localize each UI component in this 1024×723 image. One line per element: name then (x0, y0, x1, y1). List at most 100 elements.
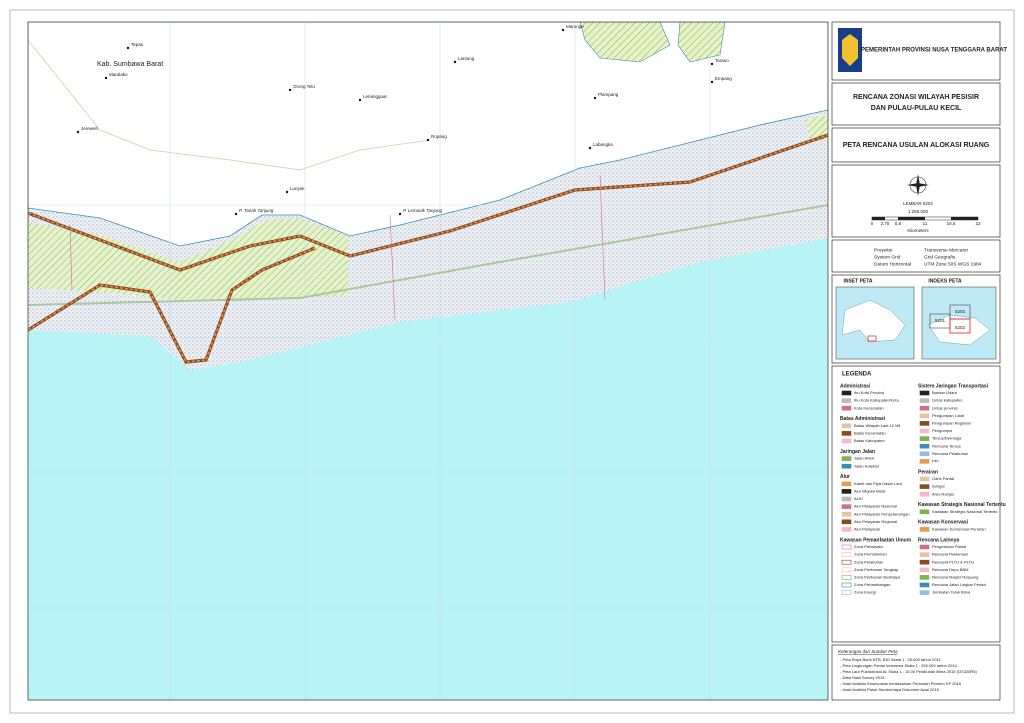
legend-item: Alur Pelayaran Regional (854, 519, 897, 524)
legend-item: Tersus/Dermaga (932, 436, 962, 441)
legend-item: Kawasan Strategis Nasional Tertentu (932, 509, 998, 514)
scale-tick-label: 11 (923, 221, 928, 226)
legend-item: Rencana Reklamasi (932, 552, 968, 557)
legend-swatch (919, 428, 930, 434)
place-label: Empang (715, 76, 732, 81)
legend-group: Sistem Jaringan Transportasi (918, 383, 989, 389)
notes-box (831, 644, 1001, 701)
place-dot (358, 98, 362, 102)
place-dot (288, 88, 292, 92)
legend-item: Ibu Kota Provinsi (854, 390, 884, 395)
legend-item: Pengeboran Pantai (932, 544, 966, 549)
map-title-box (831, 127, 1001, 163)
legend-item: Ibu Kota Kabupaten/Kota (854, 398, 899, 403)
place-label: Orong Telu (293, 84, 315, 89)
place-label: Maronge (566, 24, 584, 29)
sheet-label: 5202 (955, 325, 966, 330)
place-label: Lantung (458, 56, 475, 61)
scale-segment (872, 217, 885, 220)
legend-item: Bandar Udara (932, 390, 958, 395)
legend-swatch (919, 436, 930, 441)
legend-swatch (841, 527, 852, 532)
legend-swatch (841, 481, 852, 487)
legend-item: Kawasan Konservasi Perairan (932, 526, 986, 531)
legend-item: PPI (932, 458, 938, 463)
sheet-label: 5203 (955, 309, 966, 314)
agency: PEMERINTAH PROVINSI NUSA TENGGARA BARAT (861, 48, 1007, 54)
notes-title: Keterangan dan Sumber Peta (838, 649, 898, 654)
projection-value: Grid Geografis (924, 254, 956, 260)
scale-segment (898, 217, 925, 220)
legend-swatch (841, 398, 852, 403)
outer-frame (9, 9, 1015, 714)
projection-key: Proyeksi (874, 247, 892, 253)
legend-swatch (919, 590, 930, 595)
title-line: DAN PULAU-PULAU KECIL (871, 105, 962, 112)
place-dot (76, 130, 80, 134)
place-label: Tepas (131, 42, 144, 47)
place-dot (710, 62, 714, 66)
legend-item: Alur Migrasi Biota (854, 488, 886, 493)
legend-item: Batas Kabupaten (854, 438, 885, 443)
legend-item: Rencana Tersus (932, 443, 961, 448)
projection-key: System Grid (874, 254, 901, 260)
place-label: Kab. Sumbawa Barat (97, 61, 163, 68)
legend-swatch (841, 463, 852, 469)
legend-item: Zona Perikanan Budidaya (854, 574, 901, 579)
projection-value: Transverse Mercator (924, 247, 968, 253)
alki-route (28, 204, 828, 306)
legend-item: Alur Pelayaran Nasional (854, 504, 897, 509)
legend-swatch (919, 544, 930, 550)
legend-swatch (919, 559, 930, 565)
legend-item: ALKI (854, 496, 863, 501)
legend-item: Rencana Masjid Terapung (932, 574, 978, 579)
projection-value: UTM Zone 50S WGS 1984 (924, 261, 982, 267)
logo-emblem (842, 34, 858, 66)
inset-land (841, 299, 906, 343)
conservation-zone (805, 115, 828, 140)
title-box (831, 82, 1001, 126)
place-label: P. Lemanik Tanjung (403, 208, 443, 213)
conservation-zone (28, 218, 348, 300)
legend-item: Garis Pantai (932, 476, 954, 481)
legend-group: Administrasi (840, 383, 871, 389)
conservation-island (677, 22, 726, 63)
legend-item: Batas Wilayah Laut 12 Mil (854, 423, 900, 428)
place-dot (104, 76, 108, 80)
legend-swatch (841, 544, 852, 550)
legend-item: Zona Energi (854, 590, 876, 595)
place-dot (710, 80, 714, 84)
place-dot (588, 146, 592, 150)
legend-swatch (919, 451, 930, 457)
road (28, 39, 431, 171)
legend-swatch (919, 390, 930, 396)
place-dot (398, 212, 402, 216)
legend-swatch (919, 527, 930, 532)
projection-box (831, 239, 1001, 273)
legend-item: Sungai (932, 484, 945, 489)
legend-swatch (919, 476, 930, 482)
sheet-number: LEMBAR 5202 (903, 201, 933, 206)
place-dot (561, 28, 565, 32)
legend-swatch (841, 456, 852, 461)
sheet-label: 5201 (935, 318, 946, 323)
place-label: Lunyuk (290, 186, 305, 191)
index-sheet-current (949, 318, 971, 334)
legend-swatch (919, 567, 930, 573)
legend-item: Rencana PLTU & PLTG (932, 559, 974, 564)
legend-swatch (841, 552, 852, 557)
note-item: - Hasil Analisis Kesesuaian berdasarkan … (840, 681, 962, 686)
legend-swatch (841, 496, 852, 502)
place-labels: Tepas Kab. Sumbawa Barat Maralako Orong Tel… (76, 24, 732, 216)
legend-item: Pengumpan Regional (932, 420, 971, 425)
legend-item: Pengumpan Lokal (932, 413, 964, 418)
legend-group: Kawasan Pemanfaatan Umum (840, 537, 912, 543)
place-label: Labangka (593, 142, 613, 147)
place-label: Jereweh (81, 126, 99, 131)
scale-tick-label: 16,5 (947, 221, 956, 226)
migration-route (28, 246, 316, 364)
legend-item: Alur Pelayaran (854, 526, 880, 531)
legend-item: Zona Pelabuhan (854, 559, 883, 564)
legend-item: Kota Kecamatan (854, 405, 884, 410)
legend-item: Lintas provinsi (932, 405, 958, 410)
